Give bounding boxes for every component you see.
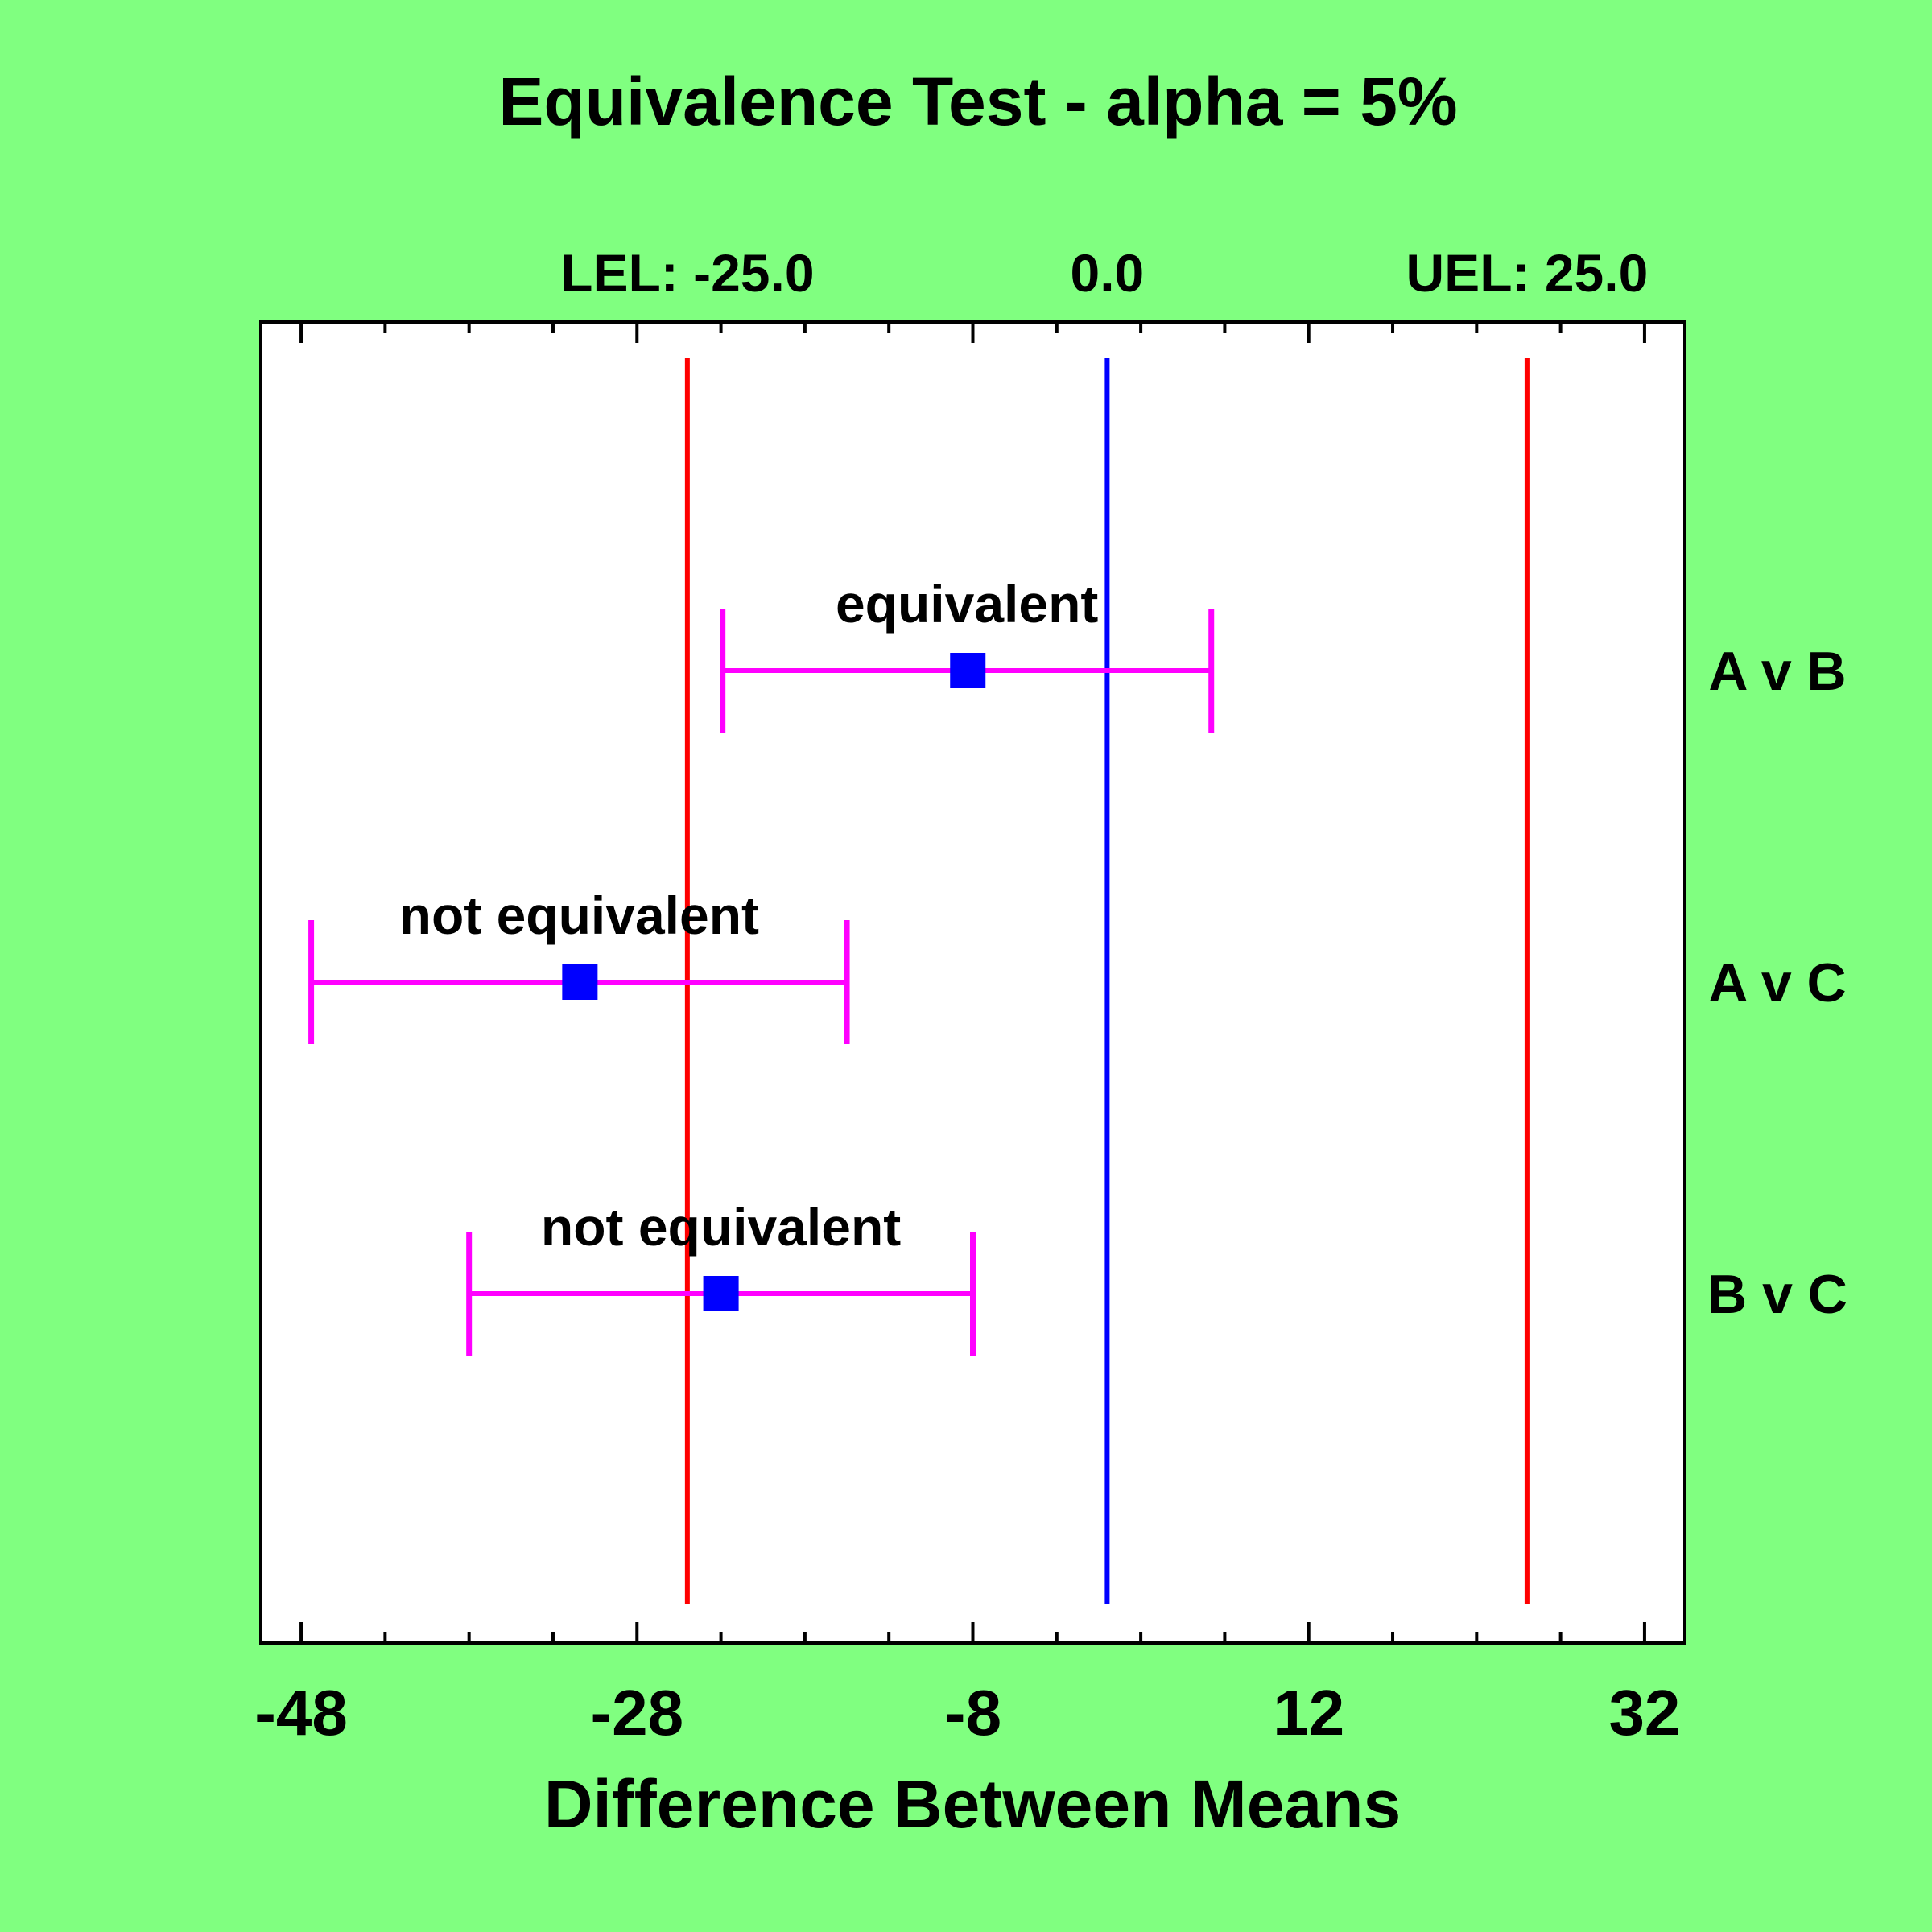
x-axis-label: Difference Between Means [544,1766,1401,1842]
result-label: not equivalent [399,886,759,945]
estimate-marker [562,964,598,1000]
x-tick-label: -8 [944,1677,1001,1748]
zero-line-label: 0.0 [1071,243,1145,303]
comparison-label: B v C [1707,1264,1847,1325]
comparison-label: A v C [1708,952,1846,1013]
estimate-marker [703,1276,739,1311]
estimate-marker [950,653,986,688]
comparison-label: A v B [1708,641,1846,702]
x-tick-label: 32 [1608,1677,1680,1748]
result-label: equivalent [836,574,1098,634]
x-tick-label: -28 [590,1677,683,1748]
chart-title: Equivalence Test - alpha = 5% [498,64,1457,139]
upper-limit-label: UEL: 25.0 [1406,243,1649,303]
plot-area: -48 -28 -8 12 32 LEL: -25.0 0.0 UEL: 25.0 equiva… [254,243,1847,1748]
lower-limit-label: LEL: -25.0 [560,243,814,303]
x-tick-label: 12 [1273,1677,1344,1748]
x-tick-label: -48 [254,1677,348,1748]
result-label: not equivalent [541,1197,901,1257]
